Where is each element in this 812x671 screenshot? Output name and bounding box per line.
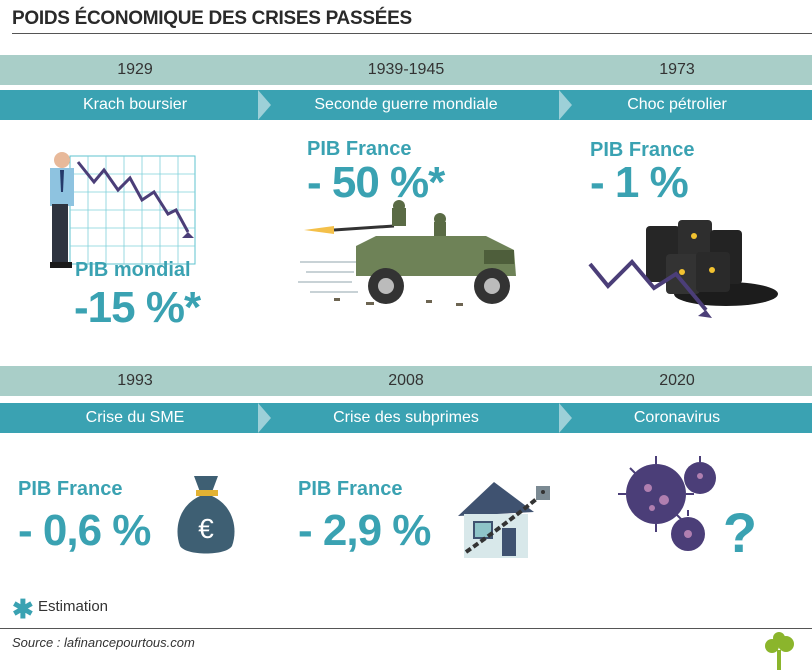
year-1993: 1993 xyxy=(117,372,153,389)
legend-estimation: Estimation xyxy=(38,598,109,615)
page-title: POIDS ÉCONOMIQUE DES CRISES PASSÉES xyxy=(12,8,412,29)
label-bar-row1: Krach boursier Seconde guerre mondiale C… xyxy=(0,90,812,120)
tree-logo-icon xyxy=(765,632,794,670)
label-subprimes: Crise des subprimes xyxy=(333,409,479,426)
label-krach: Krach boursier xyxy=(82,96,188,113)
chevron-right-icon xyxy=(258,403,271,433)
pib-label: PIB France xyxy=(590,139,695,161)
chevron-right-icon xyxy=(258,90,271,120)
euro-money-bag-icon: € xyxy=(177,476,235,554)
chevron-right-icon xyxy=(559,90,572,120)
year-2008: 2008 xyxy=(388,372,424,389)
source-text: Source : lafinancepourtous.com xyxy=(12,635,195,650)
svg-text:€: € xyxy=(198,513,214,544)
year-bar-row2: 1993 2008 2020 xyxy=(0,366,812,396)
source-divider xyxy=(0,628,812,629)
title-divider xyxy=(12,33,812,34)
pib-value: - 50 %* xyxy=(307,158,445,207)
label-bar-row2: Crise du SME Crise des subprimes Coronav… xyxy=(0,403,812,433)
year-2020: 2020 xyxy=(659,372,695,389)
year-bar-row1: 1929 1939-1945 1973 xyxy=(0,55,812,85)
label-sme: Crise du SME xyxy=(85,409,185,426)
pib-value: - 2,9 % xyxy=(298,506,431,555)
year-1973: 1973 xyxy=(659,61,695,78)
military-jeep-icon xyxy=(298,200,516,306)
pib-value: - 0,6 % xyxy=(18,506,151,555)
label-guerre: Seconde guerre mondiale xyxy=(314,96,498,113)
virus-question-icon: ? xyxy=(618,456,757,564)
label-coronavirus: Coronavirus xyxy=(633,409,721,426)
oil-barrels-icon xyxy=(588,220,778,318)
label-choc: Choc pétrolier xyxy=(627,96,727,113)
year-1929: 1929 xyxy=(117,61,153,78)
year-1939-1945: 1939-1945 xyxy=(367,61,445,78)
chained-house-icon xyxy=(458,482,550,558)
pib-label: PIB mondial xyxy=(75,259,191,281)
svg-text:?: ? xyxy=(723,501,757,564)
pib-value: - 1 % xyxy=(590,158,689,207)
pib-value: -15 %* xyxy=(74,283,201,332)
falling-chart-businessman-icon xyxy=(50,152,196,268)
chevron-right-icon xyxy=(559,403,572,433)
pib-label: PIB France xyxy=(307,138,412,160)
asterisk-icon: ✱ xyxy=(12,594,34,624)
pib-label: PIB France xyxy=(298,478,403,500)
pib-label: PIB France xyxy=(18,478,123,500)
